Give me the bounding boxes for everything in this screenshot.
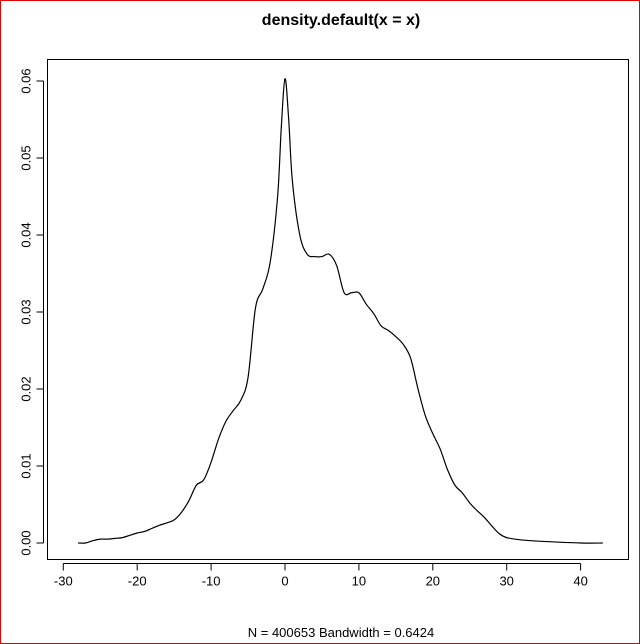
x-axis-label: N = 400653 Bandwidth = 0.6424 (248, 625, 434, 640)
plot-area-box (47, 59, 629, 560)
y-tick-label: 0.02 (19, 376, 34, 401)
x-tick-label: 30 (499, 574, 513, 589)
x-tick-label: -30 (54, 574, 73, 589)
density-series-line (78, 78, 603, 544)
y-tick-label: 0.03 (19, 299, 34, 324)
x-tick-label: 20 (426, 574, 440, 589)
y-tick-label: 0.05 (19, 145, 34, 170)
y-tick-label: 0.04 (19, 222, 34, 247)
x-tick-label: 40 (573, 574, 587, 589)
y-tick-label: 0.06 (19, 68, 34, 93)
x-axis: -30 -20 -10 0 10 20 30 40 (54, 563, 588, 589)
x-tick-label: 10 (352, 574, 366, 589)
y-tick-label: 0.01 (19, 453, 34, 478)
chart-title: density.default(x = x) (262, 12, 420, 29)
x-tick-label: -10 (202, 574, 221, 589)
x-tick-label: 0 (281, 574, 288, 589)
x-tick-label: -20 (128, 574, 147, 589)
y-tick-label: 0.00 (19, 530, 34, 555)
y-axis: 0.00 0.01 0.02 0.03 0.04 0.05 0.06 (19, 68, 44, 556)
